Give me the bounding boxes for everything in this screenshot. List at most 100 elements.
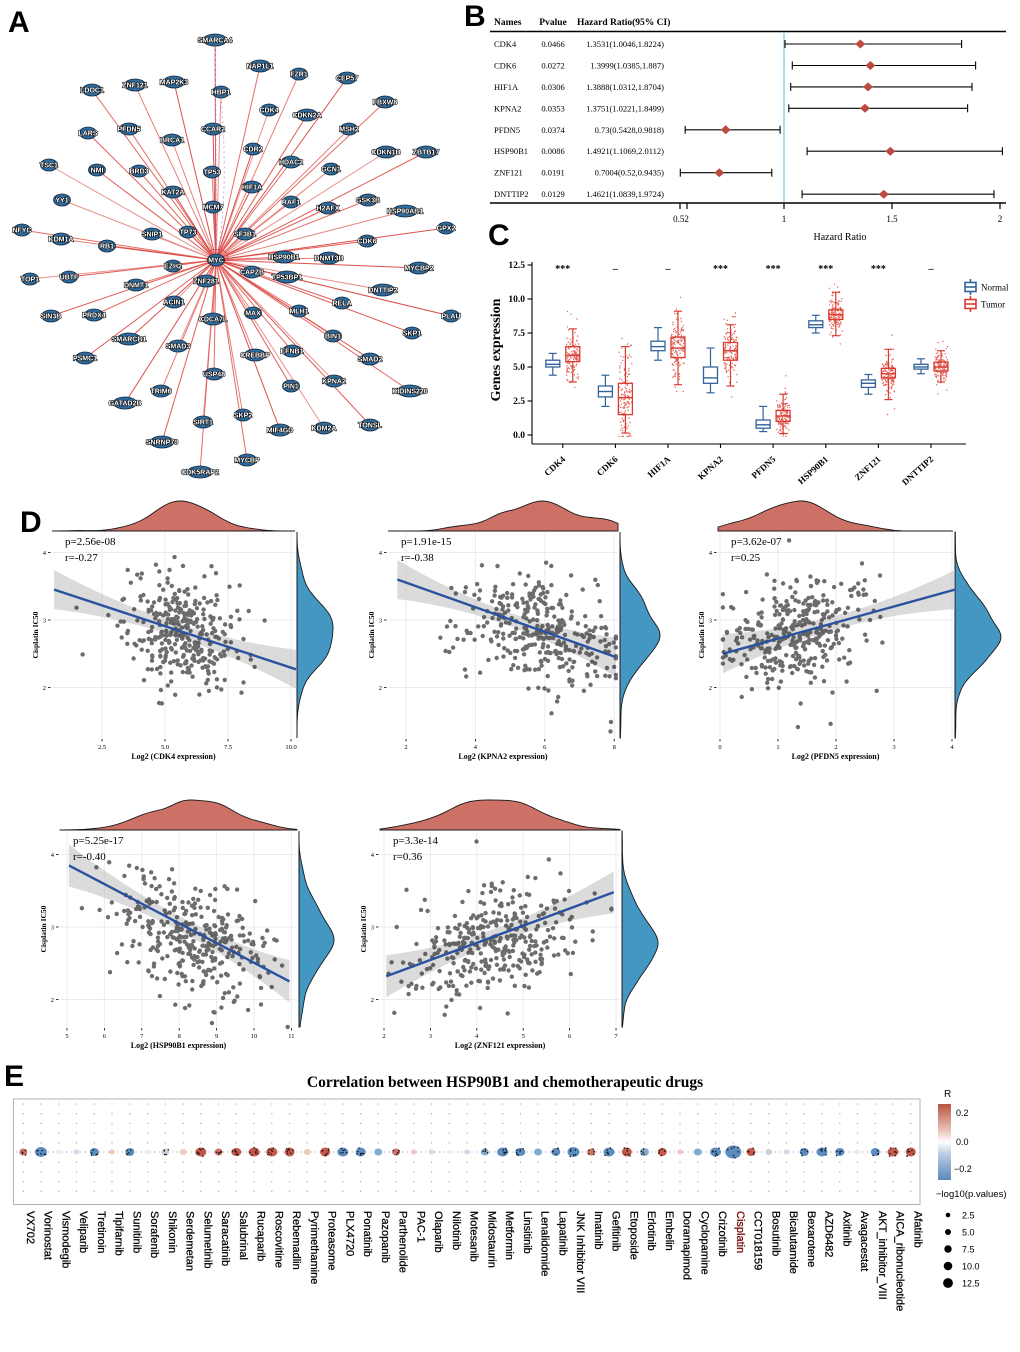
- svg-text:HIF1A: HIF1A: [242, 184, 262, 191]
- svg-text:FZR1: FZR1: [290, 71, 308, 78]
- svg-text:Vorinostat: Vorinostat: [42, 1211, 54, 1260]
- svg-text:Metformin: Metformin: [503, 1211, 515, 1260]
- svg-text:3: 3: [51, 925, 54, 932]
- svg-text:Log2 (HSP90B1 expression): Log2 (HSP90B1 expression): [131, 1041, 227, 1050]
- svg-text:CDKN1B: CDKN1B: [371, 149, 400, 156]
- svg-text:LARS: LARS: [78, 130, 97, 137]
- svg-text:Log2 (CDK4 expression): Log2 (CDK4 expression): [131, 752, 216, 761]
- svg-text:r=0.25: r=0.25: [731, 552, 761, 564]
- svg-text:Lapatinib: Lapatinib: [556, 1211, 568, 1256]
- svg-text:4: 4: [950, 744, 954, 751]
- svg-text:2: 2: [43, 685, 46, 692]
- svg-text:0.0086: 0.0086: [541, 146, 564, 156]
- svg-text:10.0: 10.0: [508, 295, 525, 305]
- svg-text:10.0: 10.0: [962, 1262, 980, 1272]
- svg-text:PFDN5: PFDN5: [118, 126, 141, 133]
- svg-text:6: 6: [568, 1033, 572, 1040]
- svg-text:Axitinib: Axitinib: [840, 1211, 852, 1246]
- svg-text:Pvalue: Pvalue: [539, 18, 566, 28]
- svg-text:2: 2: [404, 744, 407, 751]
- svg-text:Linsitinib: Linsitinib: [521, 1211, 533, 1254]
- svg-text:Hazard Ratio: Hazard Ratio: [813, 232, 866, 243]
- svg-text:Tretinoin: Tretinoin: [95, 1211, 107, 1253]
- svg-text:RAF1: RAF1: [282, 199, 300, 206]
- svg-text:ZNF121: ZNF121: [494, 168, 523, 178]
- svg-text:UBTF: UBTF: [60, 274, 79, 281]
- svg-text:MAP2K3: MAP2K3: [160, 79, 189, 86]
- svg-text:SF3B1: SF3B1: [234, 231, 256, 238]
- svg-text:YY1: YY1: [55, 197, 68, 204]
- svg-text:B: B: [464, 0, 486, 33]
- svg-text:H2AFX: H2AFX: [317, 205, 340, 212]
- svg-text:7.5: 7.5: [224, 744, 232, 751]
- svg-text:Cisplatin IC50: Cisplatin IC50: [367, 611, 376, 658]
- svg-text:Cisplatin IC50: Cisplatin IC50: [31, 611, 40, 658]
- svg-text:TP53: TP53: [204, 169, 221, 176]
- svg-text:MLH1: MLH1: [289, 308, 308, 315]
- svg-text:–: –: [612, 264, 619, 275]
- svg-text:MYCBP: MYCBP: [234, 457, 260, 464]
- svg-text:TSC1: TSC1: [40, 162, 58, 169]
- svg-text:Gefitinib: Gefitinib: [610, 1211, 622, 1251]
- svg-text:ZNF281: ZNF281: [193, 278, 218, 285]
- svg-text:MYCBP2: MYCBP2: [404, 265, 433, 272]
- svg-text:2.5: 2.5: [962, 1211, 975, 1221]
- svg-text:1.4621(1.0839,1.9724): 1.4621(1.0839,1.9724): [586, 189, 664, 199]
- svg-text:Embelin: Embelin: [663, 1211, 675, 1251]
- svg-text:7.5: 7.5: [962, 1245, 975, 1255]
- svg-text:Tipifarnib: Tipifarnib: [113, 1211, 125, 1256]
- svg-text:HSP90B1: HSP90B1: [494, 146, 528, 156]
- svg-text:p=3.62e-07: p=3.62e-07: [731, 536, 782, 548]
- svg-text:CDR2: CDR2: [243, 146, 262, 153]
- svg-text:PSMC1: PSMC1: [73, 355, 97, 362]
- svg-text:−log10(p.values): −log10(p.values): [936, 1189, 1007, 1200]
- svg-text:Log2 (ZNF121 expression): Log2 (ZNF121 expression): [455, 1041, 546, 1050]
- svg-text:***: ***: [766, 264, 781, 275]
- svg-text:0.0129: 0.0129: [541, 189, 564, 199]
- svg-text:ZBTB17: ZBTB17: [413, 149, 440, 156]
- svg-text:Etoposide: Etoposide: [627, 1211, 639, 1260]
- svg-text:PAC-1: PAC-1: [414, 1211, 426, 1243]
- svg-text:RB1: RB1: [100, 243, 114, 250]
- svg-text:0.52: 0.52: [673, 214, 689, 224]
- svg-text:0.0191: 0.0191: [541, 168, 564, 178]
- svg-text:Serdemetan: Serdemetan: [184, 1211, 196, 1271]
- svg-text:p=2.56e-08: p=2.56e-08: [65, 536, 116, 548]
- svg-text:Afatinib: Afatinib: [911, 1211, 923, 1248]
- svg-text:4: 4: [43, 550, 47, 557]
- svg-text:CDK4: CDK4: [259, 107, 278, 114]
- svg-text:Rucaparib: Rucaparib: [255, 1211, 267, 1261]
- svg-text:6: 6: [103, 1033, 107, 1040]
- svg-text:2: 2: [379, 685, 382, 692]
- svg-text:Log2 (KPNA2 expression): Log2 (KPNA2 expression): [458, 752, 548, 761]
- svg-text:CDK6: CDK6: [357, 238, 376, 245]
- svg-text:2: 2: [834, 744, 837, 751]
- svg-text:D: D: [20, 506, 42, 539]
- svg-text:Names: Names: [494, 18, 522, 28]
- svg-text:3: 3: [429, 1033, 432, 1040]
- svg-text:4: 4: [475, 1033, 479, 1040]
- svg-text:TP53BP1: TP53BP1: [272, 274, 302, 281]
- svg-text:CDK4: CDK4: [494, 39, 517, 49]
- svg-text:Log2 (PFDN5 expression): Log2 (PFDN5 expression): [792, 752, 880, 761]
- svg-text:EFNB1: EFNB1: [281, 348, 304, 355]
- svg-text:Crizotinib: Crizotinib: [716, 1211, 728, 1257]
- svg-text:Doramapimod: Doramapimod: [681, 1211, 693, 1280]
- svg-text:0.2: 0.2: [956, 1108, 969, 1118]
- svg-text:5.0: 5.0: [962, 1228, 975, 1238]
- svg-text:4: 4: [474, 744, 478, 751]
- svg-text:VX702: VX702: [24, 1211, 36, 1244]
- svg-text:Hazard Ratio(95% CI): Hazard Ratio(95% CI): [577, 17, 670, 28]
- svg-text:1.3751(1.0221,1.8499): 1.3751(1.0221,1.8499): [586, 103, 664, 113]
- svg-text:SIRT1: SIRT1: [193, 419, 213, 426]
- svg-text:PLAU: PLAU: [441, 313, 460, 320]
- svg-text:SMARCA4: SMARCA4: [198, 37, 233, 44]
- svg-text:Olaparib: Olaparib: [432, 1211, 444, 1253]
- svg-text:4: 4: [51, 852, 55, 859]
- svg-text:GCN1: GCN1: [321, 166, 341, 173]
- svg-text:1.5: 1.5: [886, 214, 898, 224]
- svg-text:SNIP1: SNIP1: [142, 231, 162, 238]
- svg-text:Pyrimethamine: Pyrimethamine: [308, 1211, 320, 1284]
- svg-text:TONSL: TONSL: [358, 422, 382, 429]
- svg-text:TRIM6: TRIM6: [151, 388, 172, 395]
